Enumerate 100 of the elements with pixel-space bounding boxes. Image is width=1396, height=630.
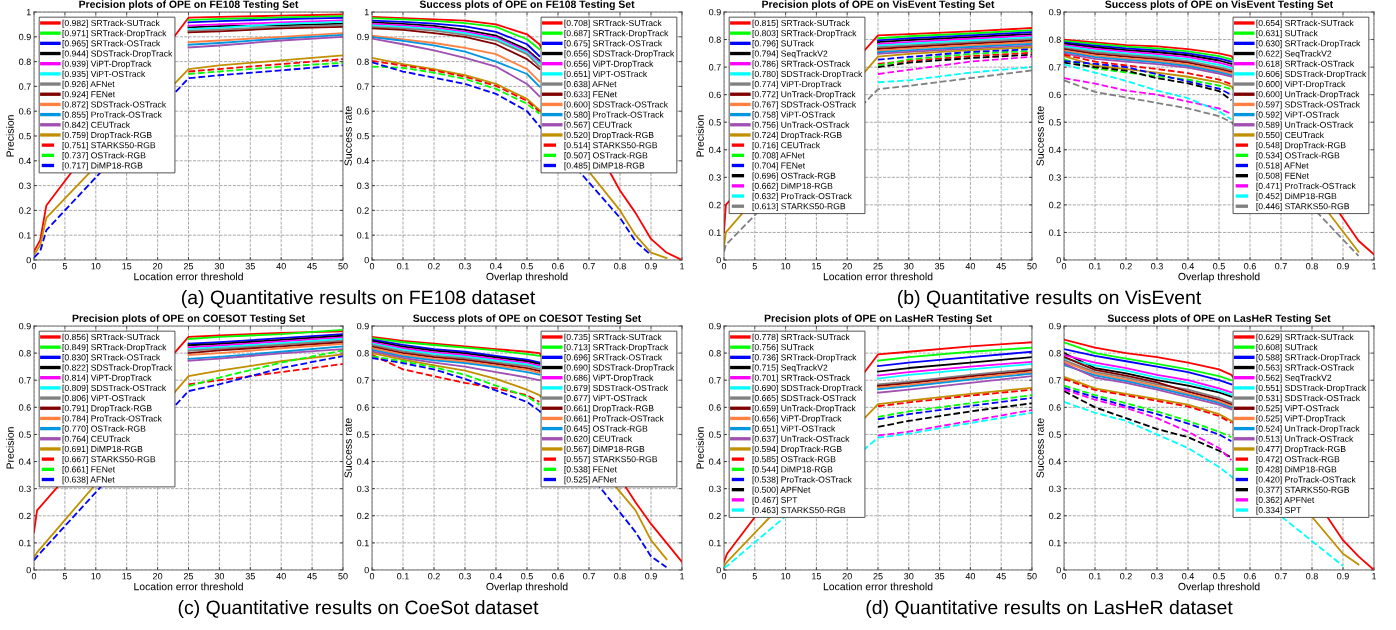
y-tick-label: 0	[716, 566, 721, 574]
legend-label: [0.513] UnTrack-OSTrack	[1256, 435, 1354, 444]
x-axis-title: Overlap threshold	[1178, 582, 1260, 593]
y-tick-label: 0.2	[709, 201, 721, 209]
legend-label: [0.534] OSTrack-RGB	[1256, 152, 1340, 161]
legend-label: [0.701] SRTrack-OSTrack	[752, 374, 851, 383]
legend-label: [0.724] DropTrack-RGB	[752, 131, 842, 140]
y-tick-label: 0.2	[357, 512, 369, 520]
x-tick-label: 20	[842, 263, 852, 270]
x-tick-label: 0	[1061, 573, 1067, 580]
y-tick-label: 0.6	[19, 108, 31, 115]
x-tick-label: 0.5	[1213, 573, 1225, 580]
y-tick-label: 0.4	[357, 458, 369, 465]
y-tick-label: 0.9	[709, 322, 721, 330]
x-tick-label: 0.8	[1306, 263, 1318, 270]
y-tick-label: 0.2	[19, 207, 31, 214]
y-tick-label: 0	[364, 566, 369, 574]
y-tick-label: 0.8	[357, 58, 369, 65]
line-series	[877, 350, 1032, 368]
legend-label: [0.507] OSTrack-RGB	[564, 152, 648, 161]
y-tick-label: 0.4	[709, 458, 721, 465]
legend-label: [0.935] ViPT-OSTrack	[62, 70, 146, 79]
legend-label: [0.667] STARKS50-RGB	[62, 455, 156, 464]
y-tick-label: 0.4	[19, 157, 31, 165]
legend-label: [0.661] DropTrack-RGB	[564, 405, 654, 414]
chart-title: Precision plots of OPE on VisEvent Testing Set	[762, 0, 995, 11]
x-tick-label: 30	[214, 263, 225, 270]
x-tick-label: 35	[934, 263, 945, 270]
legend-label: [0.562] SeqTrackV2	[1256, 374, 1332, 383]
line-series	[877, 55, 1032, 75]
y-tick-label: 0.8	[19, 58, 31, 65]
legend-label: [0.814] ViPT-DropTrack	[62, 374, 152, 383]
legend-label: [0.594] DropTrack-RGB	[752, 445, 842, 454]
x-tick-label: 0.6	[1244, 573, 1256, 580]
y-tick-label: 0.8	[1049, 350, 1061, 357]
legend-label: [0.633] FENet	[564, 91, 617, 100]
legend-label: [0.538] FENet	[564, 466, 617, 475]
line-series	[372, 17, 541, 51]
y-tick-label: 0.9	[709, 8, 721, 16]
x-tick-label: 0.2	[428, 263, 440, 270]
line-series	[1064, 63, 1233, 121]
legend-label: [0.778] SRTrack-SUTrack	[752, 333, 850, 342]
y-tick-label: 0	[364, 256, 369, 264]
x-tick-label: 0.8	[614, 573, 626, 580]
x-tick-label: 50	[338, 263, 348, 270]
x-tick-label: 0.7	[583, 263, 595, 270]
x-tick-label: 0.8	[1306, 573, 1318, 580]
legend-label: [0.588] SRTrack-DropTrack	[1256, 354, 1361, 363]
x-tick-label: 0.7	[583, 573, 595, 580]
x-tick-label: 1	[680, 263, 685, 270]
x-tick-label: 0.9	[645, 263, 657, 270]
line-series	[372, 337, 541, 357]
legend-label: [0.690] SDSTrack-DropTrack	[564, 364, 675, 373]
y-tick-label: 1	[364, 9, 369, 16]
y-tick-label: 0.4	[19, 458, 31, 465]
y-tick-label: 0.4	[357, 157, 369, 165]
legend-label: [0.656] SDSTrack-DropTrack	[564, 50, 675, 59]
x-tick-label: 10	[91, 263, 101, 270]
y-tick-label: 0.9	[19, 322, 31, 330]
y-tick-label: 0.5	[19, 132, 31, 140]
legend-label: [0.637] UnTrack-OSTrack	[752, 435, 850, 444]
legend-label: [0.654] SRTrack-SUTrack	[1256, 19, 1354, 28]
y-tick-label: 0.5	[357, 132, 369, 140]
line-series	[372, 37, 541, 98]
y-tick-label: 0.5	[709, 119, 721, 126]
legend-label: [0.924] FENet	[62, 91, 116, 100]
legend-label: [0.525] ViPT-OSTrack	[1256, 405, 1340, 414]
legend-label: [0.759] DropTrack-RGB	[62, 131, 152, 140]
legend-label: [0.362] APFNet	[1256, 496, 1315, 505]
x-tick-label: 50	[1027, 573, 1037, 580]
legend-label: [0.780] SDSTrack-DropTrack	[752, 70, 863, 79]
y-tick-label: 0.2	[1049, 512, 1061, 520]
x-tick-label: 0.8	[614, 263, 626, 270]
legend-label: [0.691] DiMP18-RGB	[62, 445, 143, 454]
y-tick-label: 0.7	[709, 377, 721, 384]
x-tick-label: 0	[721, 263, 727, 270]
legend-label: [0.965] SRTrack-OSTrack	[62, 40, 161, 49]
legend-label: [0.659] UnTrack-DropTrack	[752, 405, 856, 414]
chart-title: Success plots of OPE on LasHeR Testing Set	[1107, 314, 1331, 325]
y-tick-label: 0.1	[357, 539, 369, 547]
y-tick-label: 0.3	[19, 182, 31, 189]
y-tick-label: 0.3	[19, 485, 31, 493]
x-tick-label: 45	[996, 263, 1006, 270]
legend-label: [0.597] SDSTrack-OSTrack	[1256, 101, 1361, 110]
line-series	[187, 328, 343, 340]
x-tick-label: 0.2	[1120, 263, 1132, 270]
line-series	[877, 356, 1032, 373]
legend-label: [0.551] SDSTrack-DropTrack	[1256, 384, 1367, 393]
legend-label: [0.687] SRTrack-DropTrack	[564, 29, 669, 38]
x-axis-title: Location error threshold	[134, 582, 243, 591]
legend-label: [0.420] ProTrack-OSTrack	[1256, 476, 1356, 485]
x-tick-label: 35	[934, 573, 945, 580]
legend-label: [0.589] UnTrack-OSTrack	[1256, 121, 1354, 130]
chart-title: Precision plots of OPE on LasHeR Testing Set	[764, 314, 992, 325]
line-series	[372, 350, 541, 382]
x-tick-label: 0.4	[1182, 573, 1195, 580]
y-tick-label: 0.2	[19, 512, 31, 520]
y-tick-label: 0	[26, 256, 31, 264]
chart-title: Precision plots of OPE on COESOT Testing Set	[72, 314, 305, 325]
y-tick-label: 0.6	[19, 404, 31, 411]
